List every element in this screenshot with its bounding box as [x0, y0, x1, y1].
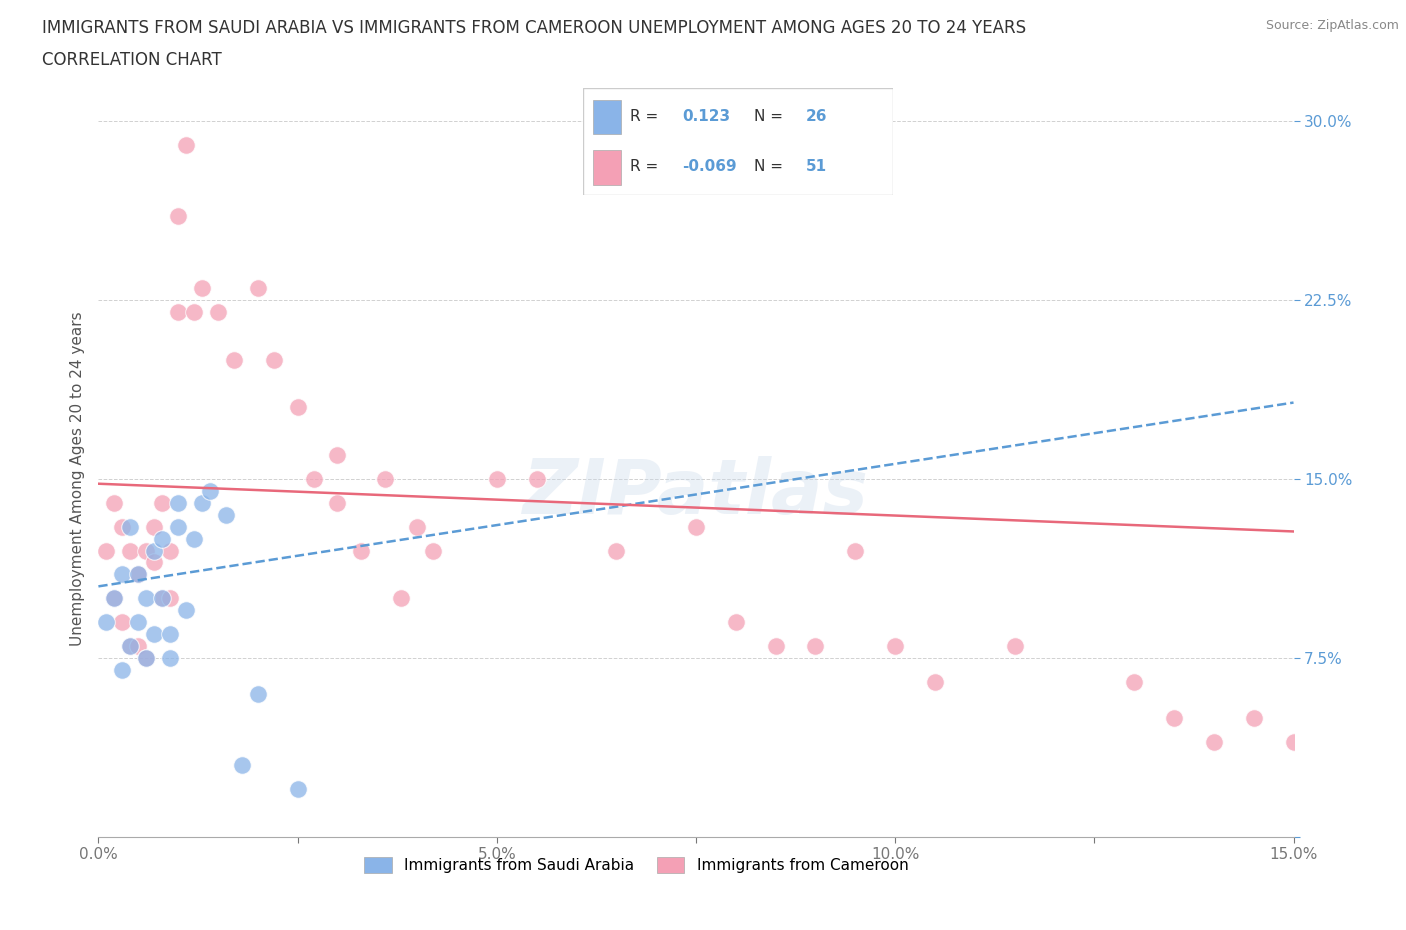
Point	[1123, 674, 1146, 689]
Point	[111, 662, 134, 677]
Point	[167, 209, 190, 224]
Text: N =: N =	[754, 109, 787, 124]
Point	[207, 304, 229, 319]
Point	[159, 627, 181, 642]
Point	[389, 591, 412, 605]
Point	[924, 674, 946, 689]
Point	[183, 304, 205, 319]
Point	[326, 447, 349, 462]
Point	[183, 531, 205, 546]
Text: N =: N =	[754, 159, 787, 174]
Legend: Immigrants from Saudi Arabia, Immigrants from Cameroon: Immigrants from Saudi Arabia, Immigrants…	[359, 851, 914, 880]
Point	[215, 508, 238, 523]
Bar	[593, 151, 620, 184]
Point	[103, 591, 125, 605]
Point	[103, 496, 125, 511]
Point	[222, 352, 245, 367]
Point	[844, 543, 866, 558]
Point	[96, 615, 118, 630]
Point	[685, 519, 707, 534]
Point	[111, 567, 134, 582]
Point	[1163, 711, 1185, 725]
Point	[302, 472, 325, 486]
Point	[111, 519, 134, 534]
Point	[605, 543, 627, 558]
Text: CORRELATION CHART: CORRELATION CHART	[42, 51, 222, 69]
Point	[143, 519, 166, 534]
Point	[111, 615, 134, 630]
Text: R =: R =	[630, 159, 664, 174]
Point	[231, 758, 253, 773]
Text: 51: 51	[806, 159, 827, 174]
Point	[127, 615, 149, 630]
Text: IMMIGRANTS FROM SAUDI ARABIA VS IMMIGRANTS FROM CAMEROON UNEMPLOYMENT AMONG AGES: IMMIGRANTS FROM SAUDI ARABIA VS IMMIGRAN…	[42, 19, 1026, 36]
Bar	[593, 100, 620, 134]
Point	[127, 567, 149, 582]
Point	[246, 686, 269, 701]
Point	[167, 304, 190, 319]
Point	[191, 496, 214, 511]
Point	[167, 519, 190, 534]
Point	[174, 138, 197, 153]
Point	[120, 639, 142, 654]
Point	[1282, 734, 1305, 749]
Point	[1004, 639, 1026, 654]
Point	[526, 472, 548, 486]
Point	[246, 281, 269, 296]
Point	[326, 496, 349, 511]
Point	[1243, 711, 1265, 725]
Text: 0.123: 0.123	[682, 109, 731, 124]
Point	[884, 639, 907, 654]
Point	[406, 519, 429, 534]
Point	[765, 639, 787, 654]
Text: -0.069: -0.069	[682, 159, 737, 174]
Point	[127, 639, 149, 654]
Y-axis label: Unemployment Among Ages 20 to 24 years: Unemployment Among Ages 20 to 24 years	[69, 312, 84, 646]
Point	[159, 591, 181, 605]
Point	[143, 627, 166, 642]
Point	[96, 543, 118, 558]
Text: 26: 26	[806, 109, 828, 124]
Point	[724, 615, 747, 630]
Point	[143, 543, 166, 558]
Point	[287, 782, 309, 797]
Point	[422, 543, 444, 558]
Point	[198, 484, 221, 498]
Point	[174, 603, 197, 618]
Point	[191, 281, 214, 296]
Point	[120, 543, 142, 558]
Point	[120, 519, 142, 534]
Point	[135, 591, 157, 605]
Text: ZIPatlas: ZIPatlas	[523, 457, 869, 530]
Point	[167, 496, 190, 511]
Point	[263, 352, 285, 367]
Point	[159, 651, 181, 666]
Point	[150, 496, 173, 511]
Point	[287, 400, 309, 415]
Point	[350, 543, 373, 558]
Point	[135, 651, 157, 666]
Point	[135, 651, 157, 666]
Point	[135, 543, 157, 558]
Text: Source: ZipAtlas.com: Source: ZipAtlas.com	[1265, 19, 1399, 32]
Point	[804, 639, 827, 654]
Text: R =: R =	[630, 109, 664, 124]
Point	[127, 567, 149, 582]
Point	[150, 591, 173, 605]
Point	[159, 543, 181, 558]
Point	[150, 531, 173, 546]
Point	[120, 639, 142, 654]
Point	[485, 472, 508, 486]
Point	[150, 591, 173, 605]
Point	[143, 555, 166, 570]
Point	[1202, 734, 1225, 749]
Point	[103, 591, 125, 605]
Point	[374, 472, 396, 486]
